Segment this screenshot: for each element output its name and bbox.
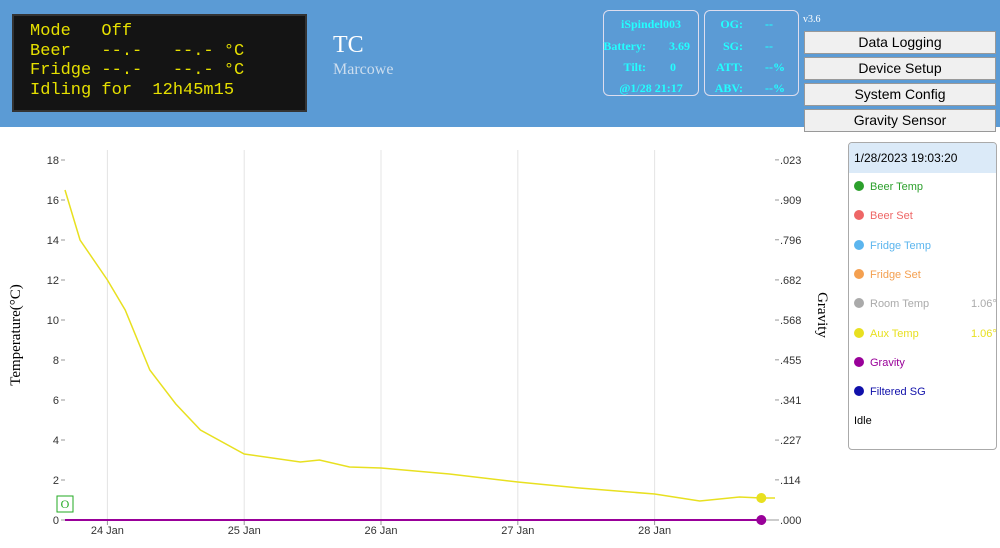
x-tick-label: 28 Jan (638, 525, 671, 537)
lcd-line: Idling for 12h45m15 (30, 80, 235, 100)
y2-tick-label: .568 (780, 315, 801, 327)
legend-reading: 1.06° (971, 327, 997, 340)
annotation-box (56, 495, 74, 513)
legend-label: Room Temp (870, 298, 930, 311)
menu-button[interactable]: Gravity Sensor (804, 109, 996, 132)
lcd-line: Fridge --.- --.- °C (30, 61, 245, 80)
legend-label: Fridge Set (870, 268, 921, 281)
subtitle: Marcowe (333, 61, 394, 78)
legend-item[interactable]: Beer Set (854, 210, 913, 222)
legend-item[interactable]: Filtered SG (854, 386, 926, 398)
legend-dot (854, 239, 864, 250)
gravity-label: ABV: (714, 81, 743, 95)
y-tick-label: 18 (47, 155, 59, 167)
series-line (64, 189, 775, 502)
ispindel-value: 0 (670, 60, 676, 74)
y-tick-label: 10 (47, 315, 59, 327)
legend-dot (854, 386, 864, 397)
gravity-value: --% (765, 60, 785, 74)
legend: 1/28/2023 19:03:20 Beer Temp Beer Set Frid… (848, 142, 997, 450)
y-tick-label: 14 (47, 235, 59, 247)
legend-label: Aux Temp (870, 327, 919, 340)
y-tick-label: 12 (47, 275, 59, 287)
ispindel-label: Battery: (603, 39, 646, 53)
y-tick-label: 4 (53, 435, 59, 447)
gravity-box: OG: -- SG: -- ATT: --% ABV: --% (704, 10, 799, 96)
legend-label: Beer Temp (870, 181, 923, 193)
lcd-line: Beer --.- --.- °C (30, 41, 245, 61)
y-tick-label: 2 (53, 475, 59, 487)
version: v3.6 (803, 14, 821, 25)
y-tick-label: 16 (47, 195, 59, 207)
last-point (756, 493, 767, 503)
y2-tick-label: .682 (780, 275, 801, 287)
legend-label: Fridge Temp (870, 239, 931, 252)
y2-tick-label: .114 (780, 475, 801, 487)
y2-tick-label: .909 (780, 195, 801, 207)
x-tick-label: 26 Jan (364, 525, 397, 537)
title: TC (333, 32, 364, 58)
chart: 24 Jan 25 Jan 26 Jan 27 Jan 28 Jan 0 2 4 6 8 10 12 1… (8, 150, 830, 537)
timestamp: 1/28/2023 19:03:20 (849, 143, 996, 173)
legend-item[interactable]: Fridge Temp (854, 239, 931, 252)
gravity-value: -- (765, 17, 773, 31)
legend-dot (854, 210, 864, 221)
gravity-label: SG: (722, 39, 743, 53)
y-tick-label: 0 (53, 515, 59, 527)
legend-dot (854, 268, 864, 279)
x-tick-label: 24 Jan (91, 525, 124, 537)
ispindel-updated: @1/28 21:17 (619, 81, 683, 95)
y2-axis-label: Gravity (814, 292, 830, 338)
ispindel-label: Tilt: (623, 60, 646, 74)
legend-item[interactable]: Gravity (854, 356, 905, 369)
y-tick-label: 6 (53, 395, 59, 407)
legend-dot (854, 181, 864, 191)
gravity-label: ATT: (716, 60, 743, 74)
menu-button[interactable]: System Config (804, 83, 996, 106)
y2-tick-label: .227 (780, 435, 801, 447)
annotation: O (61, 497, 70, 511)
y2-tick-label: .023 (780, 155, 801, 167)
status: Idle (854, 415, 872, 428)
legend-reading: 1.06° (971, 298, 997, 311)
legend-item[interactable]: Fridge Set (854, 268, 921, 281)
header: Mode Off Beer --.- --.- °C Fridge --.- -… (0, 0, 1000, 132)
last-point (756, 515, 767, 525)
legend-item[interactable]: Room Temp (854, 298, 929, 310)
y-tick-label: 8 (53, 355, 59, 367)
lcd-display: Mode Off Beer --.- --.- °C Fridge --.- -… (12, 14, 307, 112)
y-axis-label: Temperature(°C) (8, 284, 24, 386)
y2-tick-label: .796 (780, 235, 801, 247)
legend-label: Beer Set (870, 210, 913, 223)
y2-tick-label: .000 (780, 515, 801, 527)
ispindel-box: iSpindel003 Battery: 3.69 Tilt: 0 @1/28 … (603, 10, 699, 96)
legend-dot (854, 298, 864, 309)
ispindel-value: 3.69 (669, 39, 690, 53)
x-tick-label: 25 Jan (228, 525, 261, 537)
lcd-line: Mode Off (30, 22, 133, 41)
menu-button[interactable]: Device Setup (804, 57, 996, 80)
gravity-value: -- (765, 39, 773, 53)
legend-dot (854, 356, 864, 367)
y2-tick-label: .341 (780, 395, 801, 407)
legend-item[interactable]: Aux Temp (854, 327, 919, 340)
legend-label: Filtered SG (870, 386, 926, 399)
legend-dot (854, 327, 864, 338)
legend-item[interactable]: Beer Temp (854, 181, 923, 193)
gravity-value: --% (765, 81, 785, 95)
x-tick-label: 27 Jan (501, 525, 534, 537)
menu-button[interactable]: Data Logging (804, 31, 996, 54)
gravity-label: OG: (720, 17, 743, 31)
ispindel-name: iSpindel003 (620, 17, 682, 31)
y2-tick-label: .455 (780, 355, 801, 367)
legend-label: Gravity (870, 356, 905, 369)
